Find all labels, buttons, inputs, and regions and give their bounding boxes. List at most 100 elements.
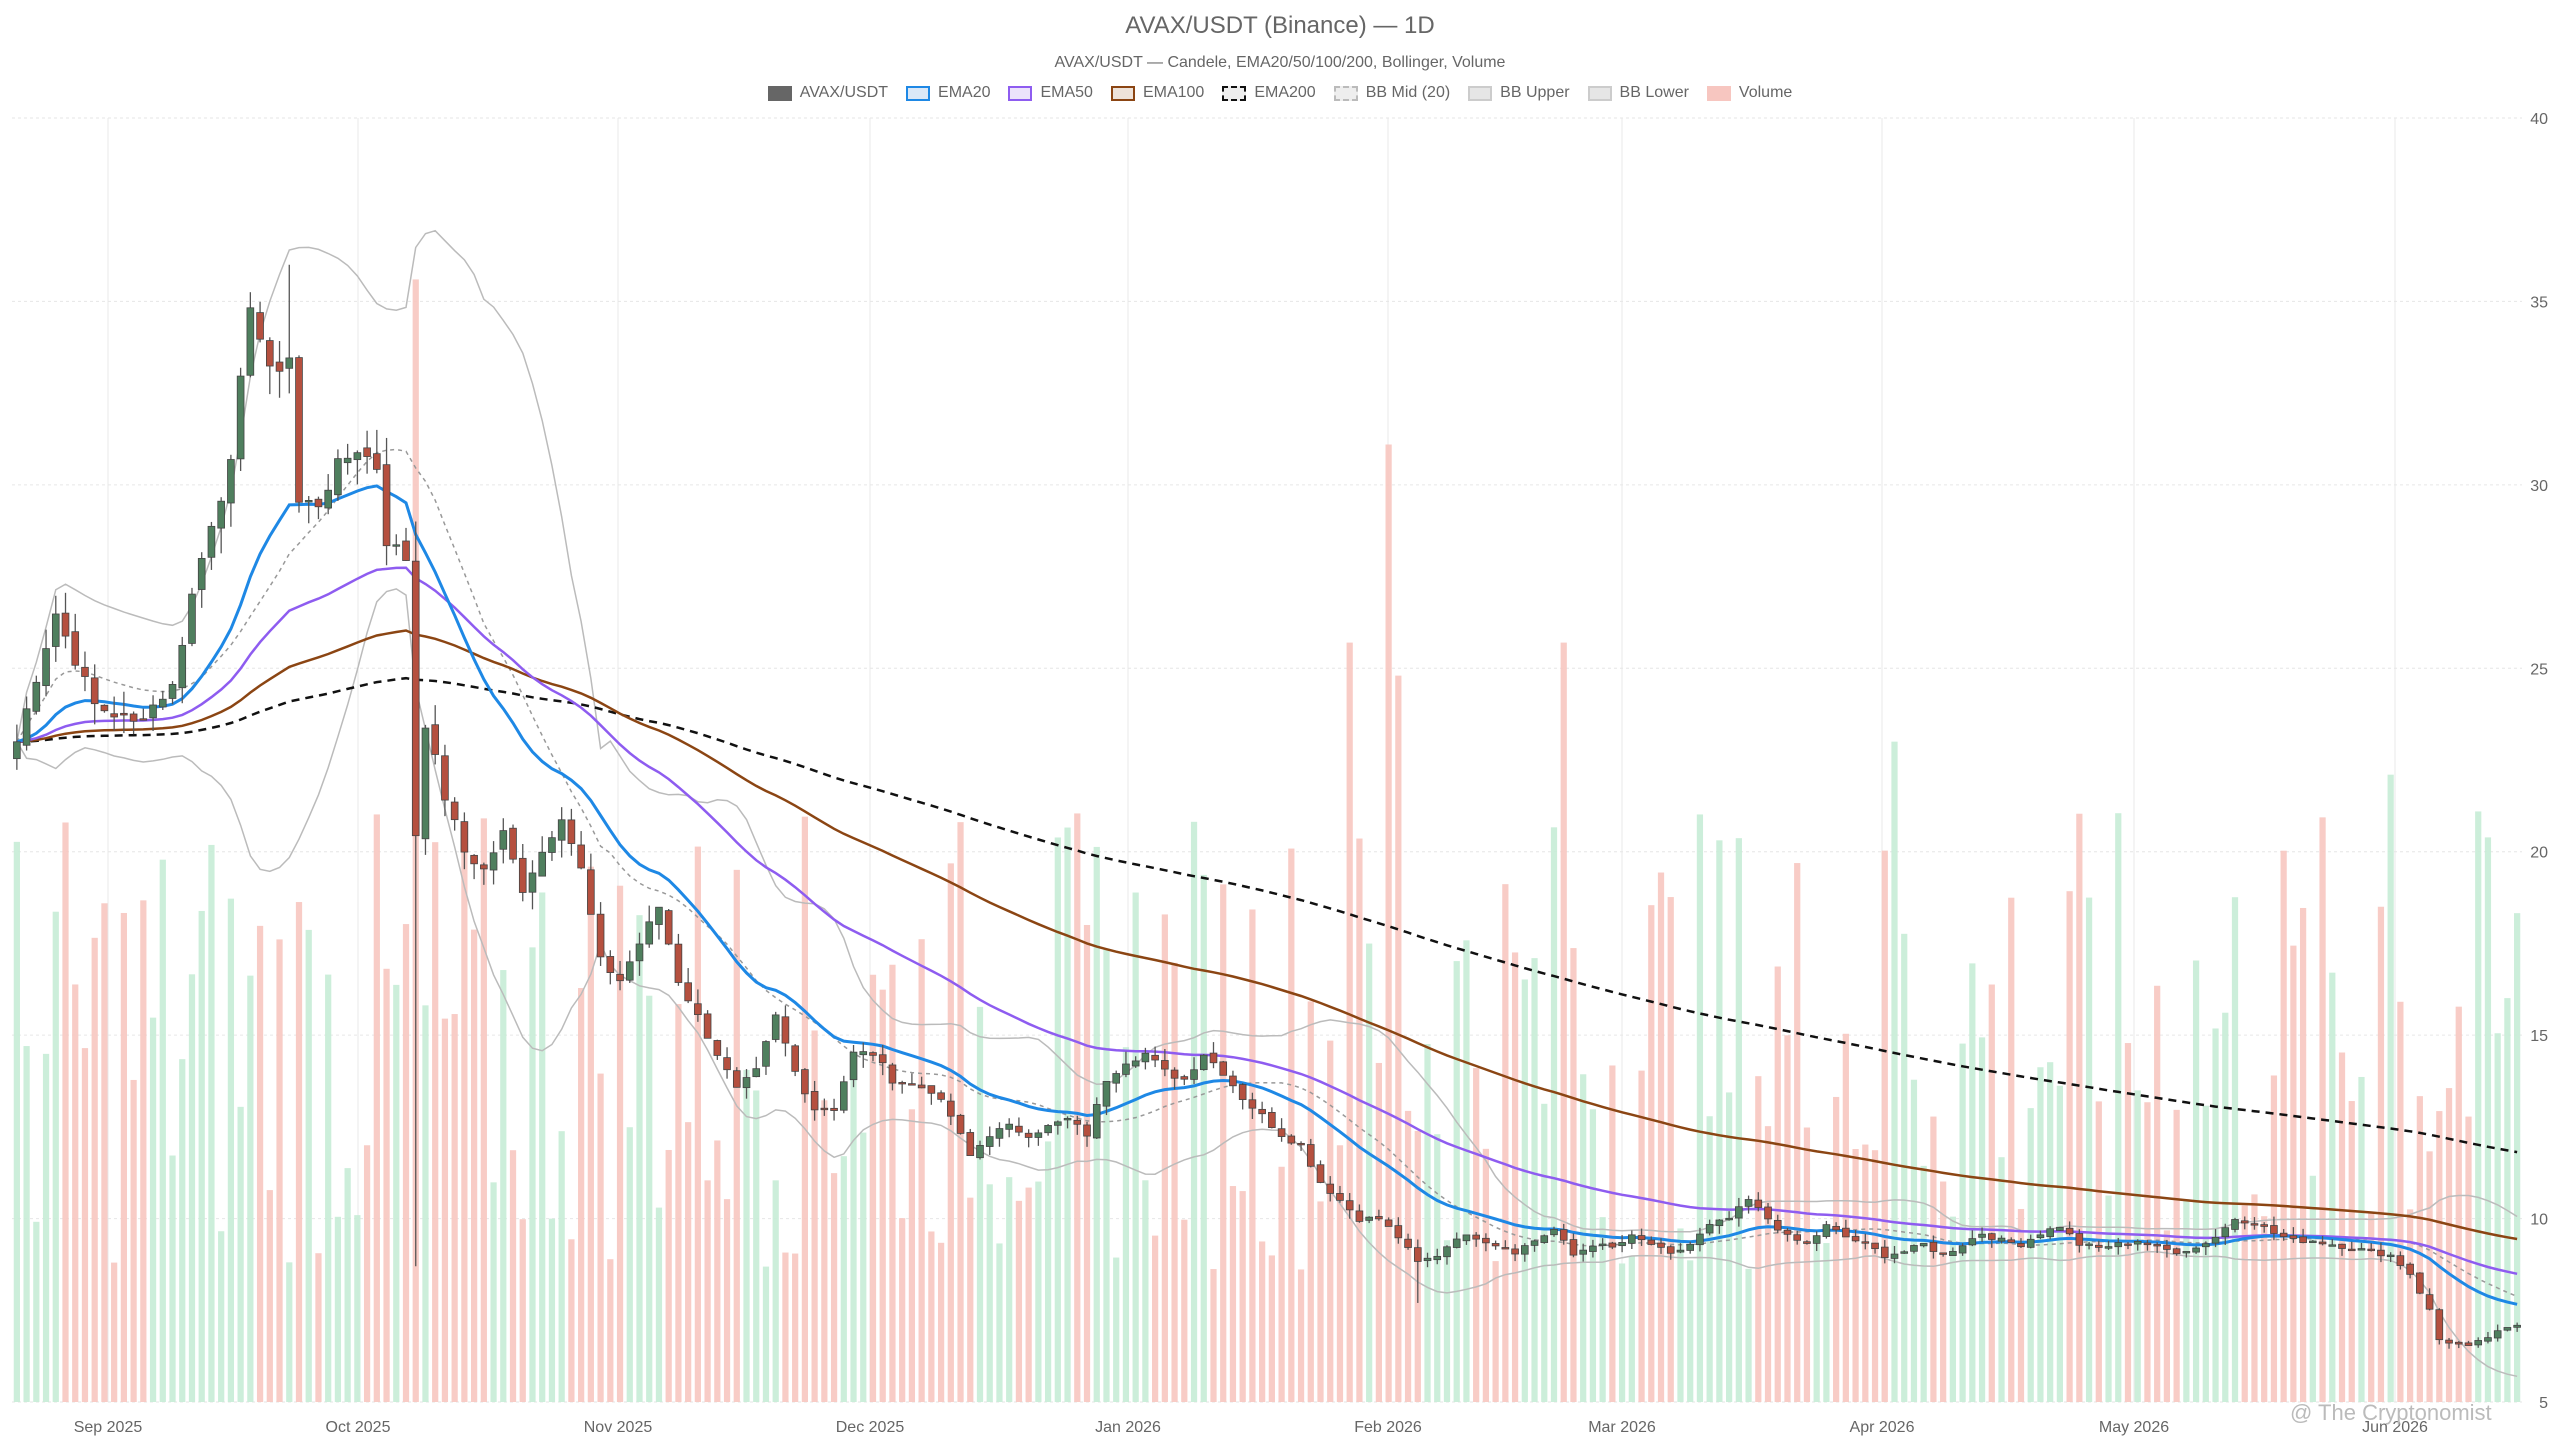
candle-body <box>1871 1242 1879 1250</box>
legend-item-avax-usdt[interactable]: AVAX/USDT <box>767 84 888 102</box>
volume-bar <box>2338 1052 2346 1402</box>
volume-bar <box>607 1259 614 1402</box>
candle-body <box>1326 1183 1335 1194</box>
volume-bar <box>1122 1047 1130 1402</box>
candle-body <box>1112 1073 1121 1084</box>
candle-body <box>518 857 527 893</box>
candles <box>13 264 2521 1349</box>
volume-bar <box>247 975 254 1402</box>
volume-bar <box>1920 1165 1927 1402</box>
legend-swatch <box>1333 85 1358 101</box>
legend-item-ema200[interactable]: EMA200 <box>1222 84 1316 102</box>
volume-bar <box>762 1266 770 1402</box>
volume-bar <box>1366 943 1373 1402</box>
candle-body <box>2386 1254 2395 1258</box>
candle-body <box>2182 1251 2191 1254</box>
candle-body <box>1015 1125 1023 1133</box>
volume-bar <box>402 924 410 1402</box>
volume-bar <box>986 1184 993 1402</box>
volume-bar <box>743 1069 750 1402</box>
volume-bar <box>1054 837 1061 1402</box>
volume-bar <box>2465 1116 2472 1402</box>
y-tick-label: 10 <box>2530 1212 2548 1229</box>
candle-body <box>1024 1132 1033 1138</box>
volume-bar <box>500 970 507 1402</box>
candle-body <box>1842 1227 1850 1238</box>
volume-bar <box>694 846 701 1402</box>
volume-bar <box>1677 1228 1684 1402</box>
volume-bar <box>1307 1001 1314 1402</box>
volume-bar <box>1395 675 1402 1402</box>
volume-bar <box>1434 1134 1441 1402</box>
volume-bar <box>792 1253 799 1402</box>
candle-body <box>51 613 60 647</box>
legend-item-bb-lower[interactable]: BB Lower <box>1587 84 1689 102</box>
candle-body <box>1637 1235 1646 1241</box>
volume-bar <box>2329 972 2336 1402</box>
candle-body <box>32 681 41 712</box>
candle-body <box>1569 1239 1578 1256</box>
legend-swatch <box>1468 85 1493 101</box>
candle-body <box>2007 1239 2016 1243</box>
candle-body <box>256 312 264 340</box>
legend-item-volume[interactable]: Volume <box>1706 84 1792 102</box>
candle-body <box>625 961 634 981</box>
volume-bar <box>1833 1096 1840 1402</box>
candle-body <box>1005 1123 1013 1130</box>
x-tick-label: Feb 2026 <box>1354 1419 1422 1436</box>
volume-bar <box>1988 984 1995 1402</box>
candle-body <box>2036 1234 2045 1238</box>
volume-bar <box>1268 1255 1275 1402</box>
candle-body <box>110 713 118 718</box>
legend-item-bb-upper[interactable]: BB Upper <box>1468 84 1570 102</box>
volume-bar <box>2085 897 2093 1402</box>
volume-bar <box>1463 940 1470 1402</box>
candle-body <box>431 724 440 755</box>
candle-body <box>1073 1119 1082 1125</box>
candle-body <box>2153 1244 2161 1247</box>
legend-swatch <box>1008 85 1033 101</box>
volume-bar <box>1132 892 1139 1402</box>
candle-body <box>2192 1247 2200 1253</box>
candle-body <box>61 612 70 637</box>
candle-body <box>1686 1243 1695 1251</box>
legend-item-bb-mid-20[interactable]: BB Mid (20) <box>1333 84 1450 102</box>
volume-bar <box>2163 1230 2171 1402</box>
volume-bar <box>1628 1256 1635 1402</box>
volume-bar <box>149 1017 157 1402</box>
candle-body <box>664 910 673 945</box>
candle-body <box>898 1082 906 1085</box>
candle-body <box>1433 1255 1442 1261</box>
legend-item-ema50[interactable]: EMA50 <box>1008 84 1093 102</box>
candle-body <box>1511 1248 1519 1255</box>
legend-item-ema20[interactable]: EMA20 <box>906 84 990 102</box>
candle-body <box>470 854 478 865</box>
candle-body <box>1715 1219 1724 1227</box>
ema100-line <box>16 629 2518 1241</box>
candle-body <box>1900 1251 1909 1254</box>
legend-item-ema100[interactable]: EMA100 <box>1110 84 1204 102</box>
volume-bar <box>996 1243 1003 1402</box>
volume-bar <box>1842 1033 1849 1402</box>
candle-body <box>1102 1081 1111 1107</box>
y-tick-label: 15 <box>2530 1028 2548 1045</box>
candle-body <box>1647 1239 1656 1245</box>
candle-body <box>2231 1219 2239 1230</box>
volume-bar <box>1813 1239 1820 1402</box>
candle-body <box>343 457 352 464</box>
candle-body <box>2202 1243 2210 1248</box>
volume-bar <box>1453 961 1460 1402</box>
candle-body <box>499 830 508 850</box>
volume-bar <box>646 995 653 1402</box>
volume-bar <box>2027 1108 2034 1402</box>
candle-body <box>460 821 469 853</box>
candle-body <box>2211 1237 2220 1244</box>
candle-body <box>1336 1193 1344 1201</box>
candle-body <box>538 851 547 877</box>
volume-bar <box>2348 1101 2355 1402</box>
candle-body <box>1063 1118 1072 1121</box>
candle-body <box>1384 1219 1393 1227</box>
volume-bar <box>383 968 390 1402</box>
candle-body <box>2065 1227 2074 1235</box>
